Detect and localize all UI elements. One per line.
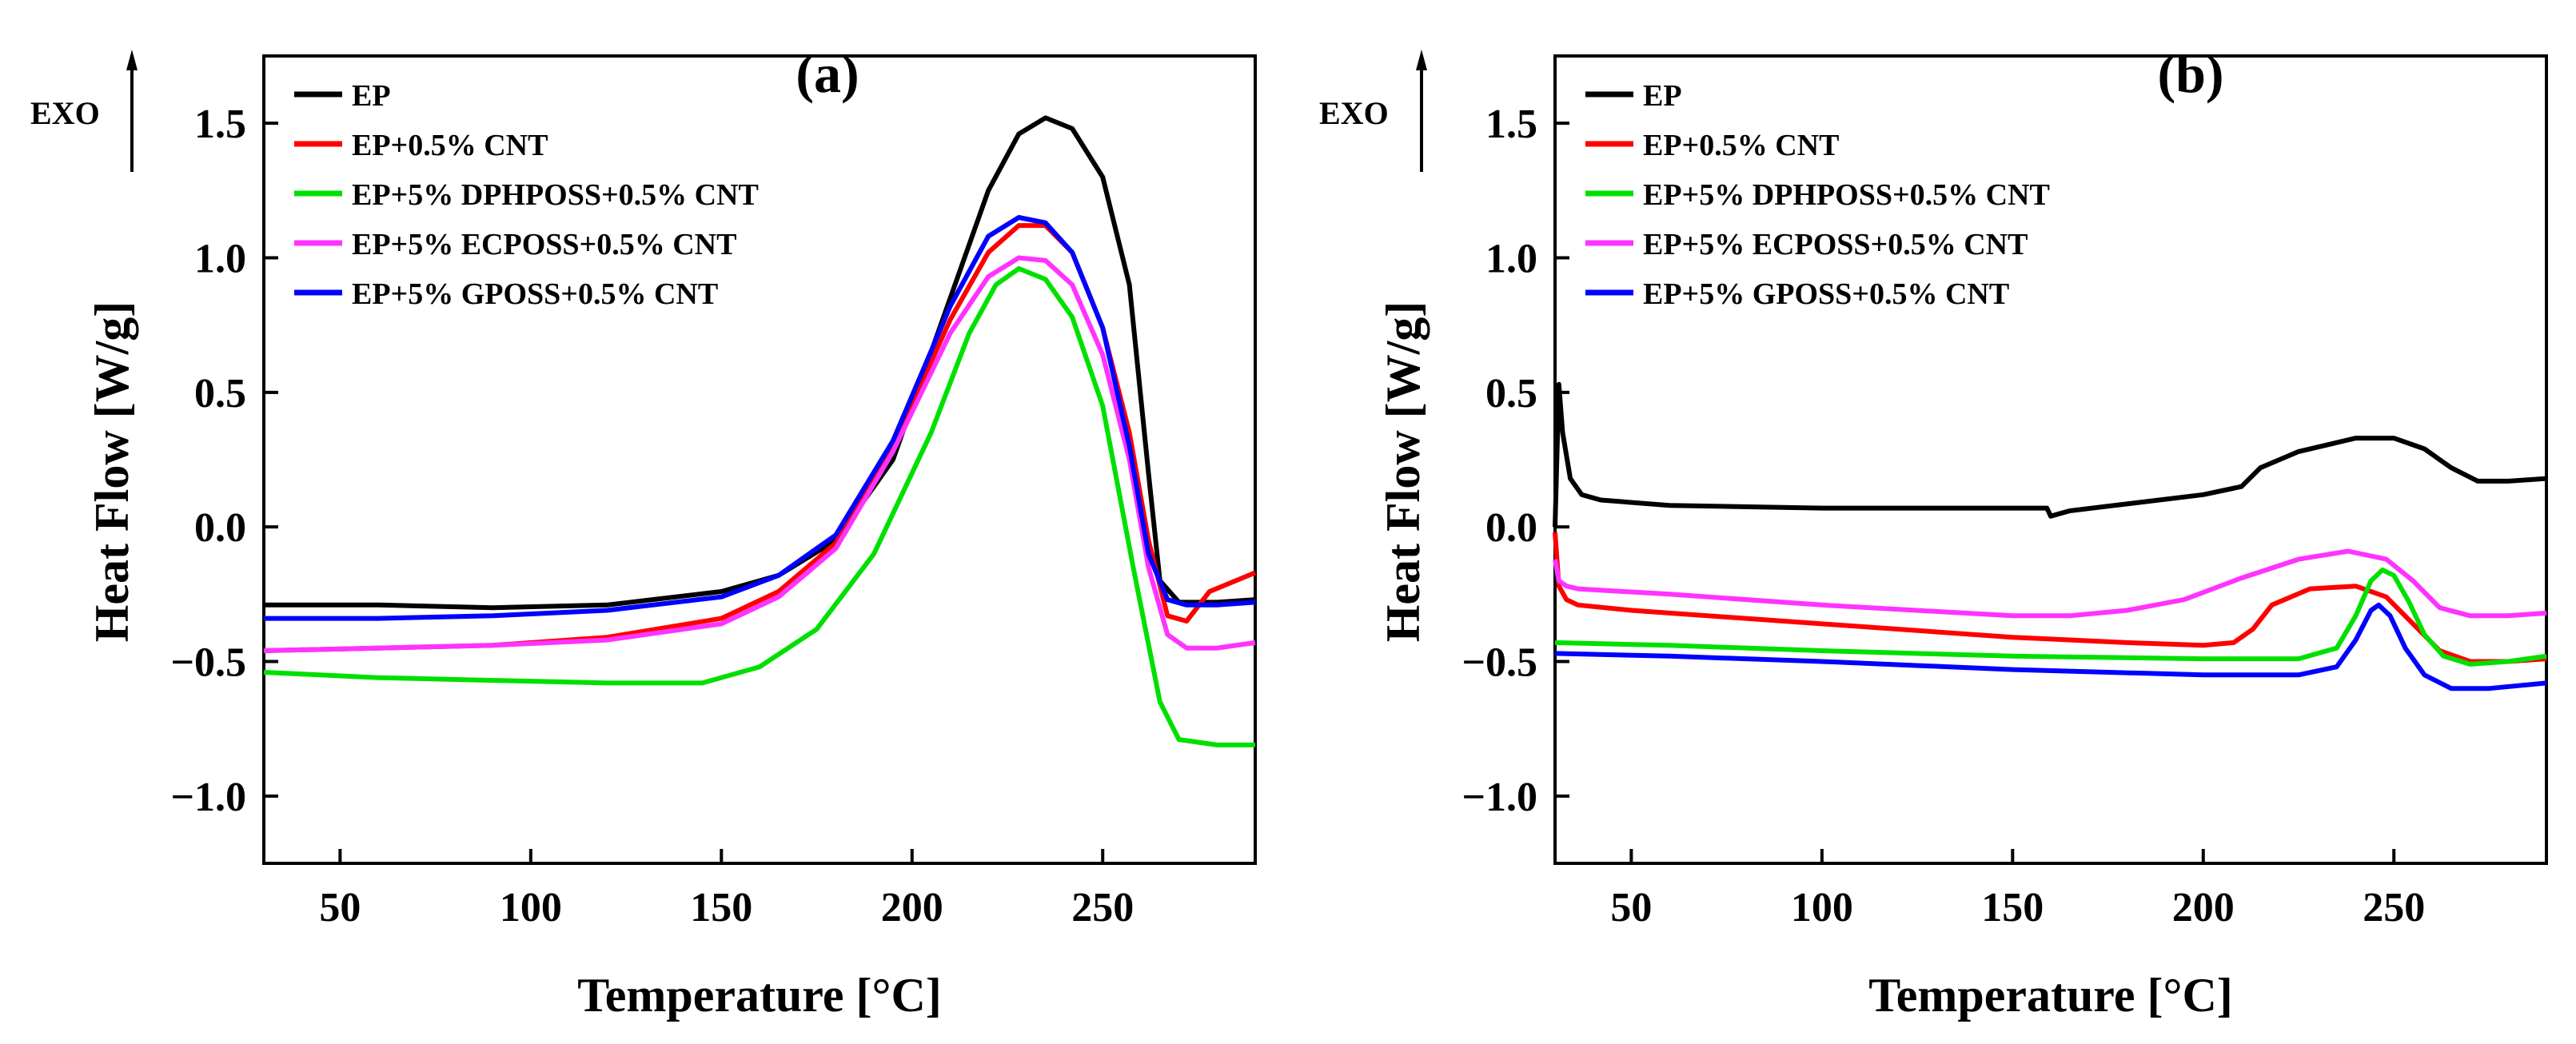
legend: EP EP+0.5% CNT EP+5% DPHPOSS+0.5% CNT EP+5%…	[1585, 79, 2050, 311]
x-tick-label: 100	[1791, 885, 1853, 930]
legend-label: EP+0.5% CNT	[352, 129, 548, 162]
tick-marks	[264, 122, 1105, 863]
y-tick-labels: −1.0 −0.5 0.0 0.5 1.0 1.5	[1461, 102, 1537, 820]
x-tick-label: 100	[500, 885, 562, 930]
legend-label: EP+0.5% CNT	[1643, 129, 1839, 162]
x-tick-label: 200	[2172, 885, 2235, 930]
y-tick-label: 0.5	[1485, 371, 1537, 416]
legend-label: EP	[1643, 79, 1682, 113]
y-tick-label: −1.0	[170, 775, 246, 820]
x-tick-label: 150	[1981, 885, 2044, 930]
y-tick-label: 0.0	[194, 505, 246, 551]
series-lines	[263, 115, 1257, 747]
exo-label: EXO	[1319, 95, 1389, 131]
x-tick-labels: 50 100 150 200 250	[319, 885, 1134, 930]
y-tick-label: 1.5	[194, 102, 246, 147]
series-line	[1554, 568, 2547, 667]
y-tick-label: 1.0	[1485, 237, 1537, 282]
y-tick-label: 0.0	[1485, 505, 1537, 551]
y-axis-label: Heat Flow [W/g]	[1377, 301, 1430, 643]
series-line	[264, 115, 1256, 611]
plot-frame	[1553, 54, 2548, 865]
y-tick-label: −1.0	[1461, 775, 1537, 820]
panel-b: 50 100 150 200 250 −1.0−0.50.00.51.01.5 EPEP…	[1319, 43, 2548, 1022]
series-line	[1554, 602, 2547, 691]
x-tick-label: 250	[1071, 885, 1134, 930]
tick-marks	[1555, 122, 2396, 863]
series-line	[263, 223, 1257, 653]
x-tick-label: 250	[2363, 885, 2425, 930]
legend-label: EP+5% DPHPOSS+0.5% CNT	[352, 178, 759, 212]
y-axis-label: Heat Flow [W/g]	[86, 301, 138, 643]
y-tick-label: 0.5	[194, 371, 246, 416]
legend-label: EP+5% GPOSS+0.5% CNT	[1643, 277, 2009, 311]
x-tick-label: 50	[319, 885, 361, 930]
y-tick-label: 1.0	[194, 237, 246, 282]
exo-arrow-icon	[1416, 50, 1427, 172]
series-line	[1553, 381, 2547, 528]
series-line	[263, 266, 1255, 747]
x-axis-label: Temperature [°C]	[577, 969, 942, 1022]
exo-label: EXO	[30, 95, 100, 131]
series-line	[1553, 548, 2547, 619]
legend: EP EP+0.5% CNT EP+5% DPHPOSS+0.5% CNT EP+5%…	[294, 79, 759, 311]
y-tick-label: −0.5	[170, 640, 246, 686]
series-line	[264, 215, 1256, 621]
y-tick-labels: −1.0 −0.5 0.0 0.5 1.0 1.5	[170, 102, 246, 820]
legend-label: EP	[352, 79, 391, 113]
x-tick-label: 50	[1610, 885, 1652, 930]
y-tick-label: 1.5	[1485, 102, 1537, 147]
series-lines	[1553, 381, 2547, 691]
legend-label: EP+5% ECPOSS+0.5% CNT	[1643, 228, 2028, 261]
legend-label: EP+5% GPOSS+0.5% CNT	[352, 277, 718, 311]
legend-label: EP+5% ECPOSS+0.5% CNT	[352, 228, 736, 261]
x-tick-label: 150	[690, 885, 752, 930]
x-tick-label: 200	[881, 885, 943, 930]
legend-label: EP+5% DPHPOSS+0.5% CNT	[1643, 178, 2050, 212]
panel-label: (b)	[2157, 43, 2223, 104]
plot-frame	[262, 54, 1257, 865]
y-tick-label: −0.5	[1461, 640, 1537, 686]
series-line	[263, 255, 1256, 653]
panel-label: (a)	[796, 43, 859, 104]
x-axis-label: Temperature [°C]	[1868, 969, 2233, 1022]
x-tick-labels: 50 100 150 200 250	[1610, 885, 2425, 930]
exo-arrow-icon	[126, 50, 138, 172]
panel-a: 50 100 150 200 250 −1.0−0.50.00.51.01.5 EPEP…	[30, 43, 1257, 1022]
